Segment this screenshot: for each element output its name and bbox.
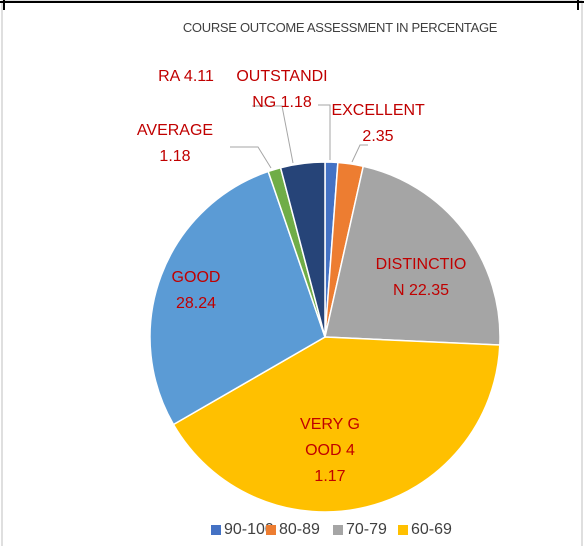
data-label: VERY GOOD 41.17: [300, 412, 360, 490]
data-label: EXCELLENT 2.35: [330, 98, 426, 150]
label-name: EXCELLENT: [331, 102, 425, 119]
label-name: AVERAGE: [136, 122, 214, 139]
legend-label: 70-79: [346, 521, 387, 538]
label-value: 2.35: [362, 128, 394, 145]
label-value: 1.18: [280, 94, 312, 111]
legend-swatch: [211, 525, 221, 535]
label-name: OUTSTANDING: [236, 68, 328, 111]
leader-line: [230, 146, 272, 169]
label-name: RA: [158, 68, 180, 85]
data-label: DISTINCTION 22.35: [372, 252, 470, 304]
data-label: GOOD 28.24: [166, 265, 226, 317]
data-label: AVERAGE 1.18: [132, 118, 218, 170]
legend-swatch: [398, 525, 408, 535]
legend-swatch: [333, 525, 343, 535]
legend-swatch: [266, 525, 276, 535]
data-label: OUTSTANDING 1.18: [236, 64, 328, 116]
pie-slice: [324, 165, 501, 346]
label-name: DISTINCTION: [375, 256, 467, 299]
label-name: GOOD: [171, 269, 221, 286]
legend-item: 70-79: [333, 521, 387, 539]
legend-item: 80-89: [266, 521, 320, 539]
pie-slice: [149, 170, 326, 426]
legend-item: 90-100: [211, 521, 274, 539]
label-value: 28.24: [175, 295, 217, 312]
label-value: 22.35: [408, 282, 450, 299]
data-label: RA 4.11: [156, 64, 216, 90]
legend-label: 60-69: [411, 521, 452, 538]
pie: [149, 161, 501, 513]
leader-line: [318, 104, 331, 160]
label-value: 1.18: [159, 148, 191, 165]
leader-line: [252, 105, 294, 164]
legend-item: 60-69: [398, 521, 452, 539]
label-value: 4.11: [183, 68, 214, 85]
pie-slice: [279, 161, 326, 338]
legend-label: 90-100: [224, 521, 274, 538]
chart-title: COURSE OUTCOME ASSESSMENT IN PERCENTAGE: [182, 20, 498, 35]
pie-slice: [172, 336, 501, 513]
label-value: 41.17: [314, 442, 355, 485]
legend-label: 80-89: [279, 521, 320, 538]
label-name: VERY GOOD: [300, 416, 360, 459]
leader-line: [351, 144, 368, 163]
